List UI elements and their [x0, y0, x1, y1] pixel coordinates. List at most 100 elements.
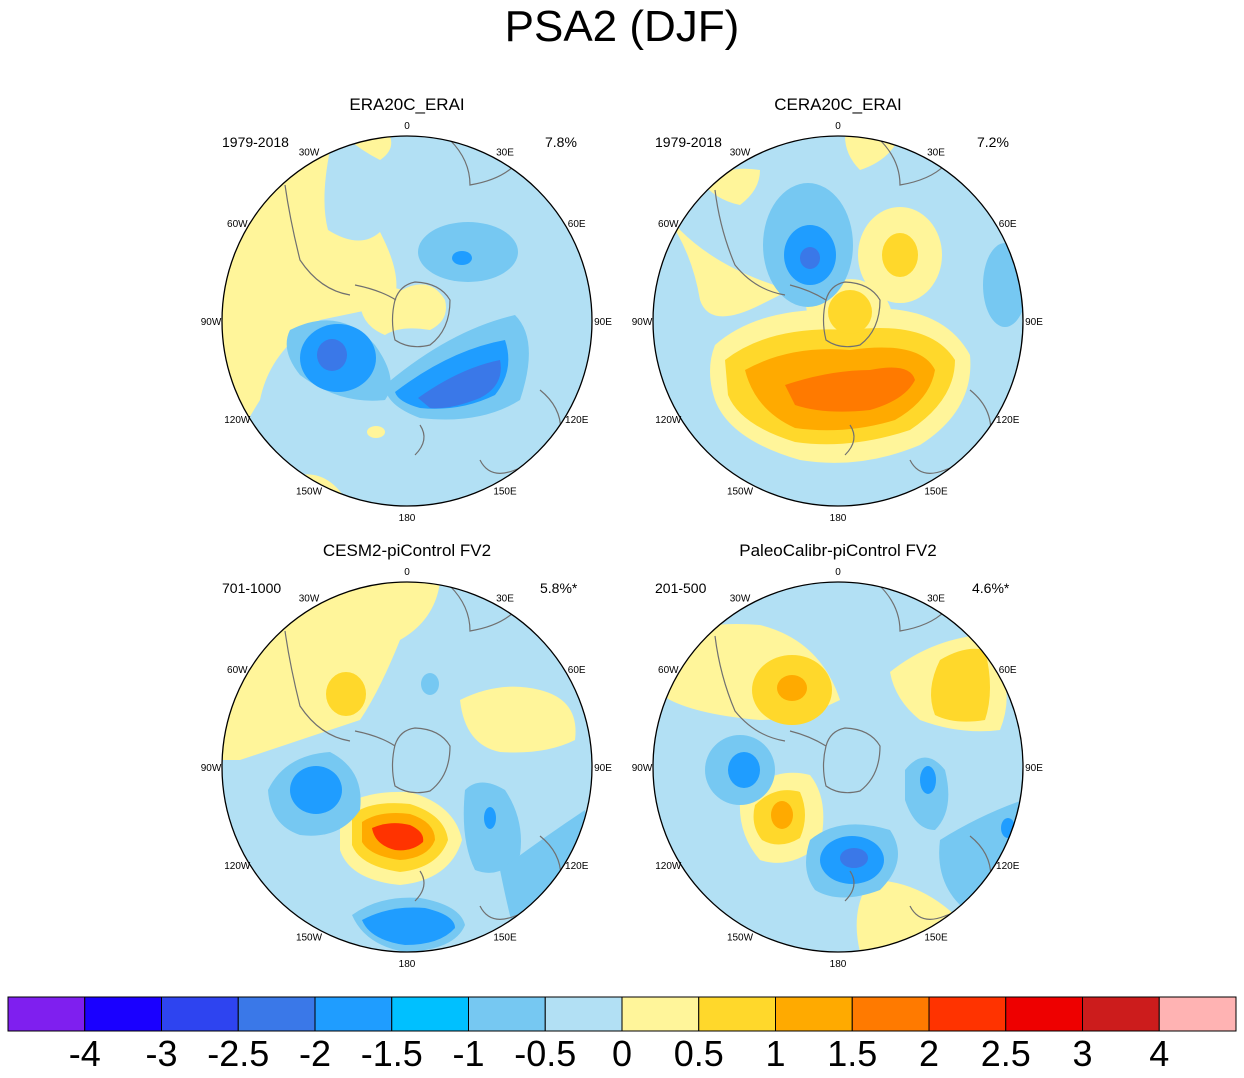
longitude-label: 30W — [299, 147, 320, 158]
longitude-label: 90E — [594, 763, 612, 774]
colorbar-label: -1.5 — [360, 1033, 423, 1074]
colorbar-swatch — [928, 996, 1007, 1032]
longitude-label: 120E — [565, 861, 589, 872]
longitude-label: 90W — [201, 317, 222, 328]
longitude-label: 120W — [224, 861, 251, 872]
longitude-label: 30E — [927, 593, 945, 604]
longitude-label: 120W — [655, 861, 682, 872]
longitude-label: 150E — [493, 933, 517, 944]
longitude-label: 30W — [730, 593, 751, 604]
colorbar-swatch — [161, 996, 239, 1032]
longitude-label: 60W — [227, 219, 248, 230]
panel-title: ERA20C_ERAI — [349, 95, 464, 114]
map-panel-paleocalibr — [652, 581, 1024, 953]
longitude-label: 120E — [996, 415, 1020, 426]
longitude-label: 30W — [299, 593, 320, 604]
longitude-label: 150W — [727, 487, 754, 498]
longitude-label: 30E — [927, 147, 945, 158]
colorbar — [7, 996, 1237, 1032]
colorbar-swatch — [1082, 996, 1160, 1032]
longitude-label: 90E — [1025, 317, 1043, 328]
longitude-label: 60W — [227, 665, 248, 676]
coastlines — [284, 585, 562, 920]
longitude-label: 60E — [999, 665, 1017, 676]
longitude-label: 120W — [655, 415, 682, 426]
colorbar-label: -3 — [145, 1033, 178, 1074]
longitude-label: 180 — [399, 513, 416, 524]
anomaly-field — [653, 582, 1023, 952]
colorbar-label: 2.5 — [980, 1033, 1031, 1074]
colorbar-label: 3 — [1072, 1033, 1093, 1074]
longitude-label: 60W — [658, 219, 679, 230]
colorbar-label: -1 — [452, 1033, 485, 1074]
panel-period: 701-1000 — [222, 580, 281, 596]
longitude-label: 150W — [296, 487, 323, 498]
colorbar-label: 0.5 — [673, 1033, 724, 1074]
colorbar-swatch — [468, 996, 546, 1032]
colorbar-swatch — [314, 996, 393, 1032]
longitude-labels: 0 30E 60E 90E 120E 150E 180 150W 120W 90W 60W 30W 0 3… — [201, 121, 1044, 970]
panel-variance: 4.6%* — [972, 580, 1010, 596]
colorbar-label: -4 — [68, 1033, 101, 1074]
anomaly-field — [222, 582, 592, 952]
panel-variance: 7.8% — [545, 134, 577, 150]
colorbar-swatch — [621, 996, 700, 1032]
longitude-label: 150E — [924, 933, 948, 944]
longitude-label: 30E — [496, 147, 514, 158]
colorbar-swatch — [7, 996, 86, 1032]
colorbar-label: 1.5 — [827, 1033, 878, 1074]
longitude-label: 60W — [658, 665, 679, 676]
longitude-label: 60E — [999, 219, 1017, 230]
longitude-label: 180 — [830, 513, 847, 524]
colorbar-swatch — [1005, 996, 1083, 1032]
colorbar-swatch — [851, 996, 930, 1032]
colorbar-label: 2 — [918, 1033, 940, 1074]
longitude-label: 150E — [493, 487, 517, 498]
colorbar-swatch — [698, 996, 776, 1032]
longitude-label: 90W — [201, 763, 222, 774]
colorbar-swatch — [391, 996, 469, 1032]
colorbar-label: -0.5 — [514, 1033, 577, 1074]
colorbar-swatch — [237, 996, 316, 1032]
longitude-label: 30W — [730, 147, 751, 158]
longitude-label: 120E — [996, 861, 1020, 872]
panel-period: 1979-2018 — [222, 134, 289, 150]
map-panel-cesm2 — [221, 581, 593, 953]
colorbar-label: -2 — [298, 1033, 331, 1074]
colorbar-label: -2.5 — [207, 1033, 270, 1074]
colorbar-swatch — [775, 996, 853, 1032]
panel-variance: 7.2% — [977, 134, 1009, 150]
map-panel-cera20c — [652, 135, 1024, 507]
longitude-label: 180 — [399, 959, 416, 970]
longitude-label: 0 — [835, 567, 841, 578]
longitude-label: 150E — [924, 487, 948, 498]
figure-title: PSA2 (DJF) — [504, 2, 740, 51]
longitude-label: 180 — [830, 959, 847, 970]
longitude-label: 120E — [565, 415, 589, 426]
colorbar-label: 1 — [765, 1033, 786, 1074]
longitude-label: 120W — [224, 415, 251, 426]
longitude-label: 60E — [568, 219, 586, 230]
panel-title: PaleoCalibr-piControl FV2 — [739, 541, 936, 560]
longitude-label: 30E — [496, 593, 514, 604]
colorbar-swatch — [1158, 996, 1237, 1032]
panel-title: CERA20C_ERAI — [774, 95, 902, 114]
colorbar-swatch — [544, 996, 623, 1032]
longitude-label: 90W — [632, 763, 653, 774]
anomaly-field — [653, 136, 1023, 506]
anomaly-field — [222, 136, 592, 506]
longitude-label: 60E — [568, 665, 586, 676]
colorbar-swatch — [84, 996, 162, 1032]
longitude-label: 0 — [404, 121, 410, 132]
longitude-label: 150W — [296, 933, 323, 944]
map-panel-era20c — [221, 135, 593, 507]
longitude-label: 90E — [1025, 763, 1043, 774]
panel-period: 1979-2018 — [655, 134, 722, 150]
panel-title: CESM2-piControl FV2 — [323, 541, 491, 560]
panel-variance: 5.8%* — [540, 580, 578, 596]
longitude-label: 0 — [404, 567, 410, 578]
longitude-label: 0 — [835, 121, 841, 132]
panel-period: 201-500 — [655, 580, 707, 596]
longitude-label: 90W — [632, 317, 653, 328]
